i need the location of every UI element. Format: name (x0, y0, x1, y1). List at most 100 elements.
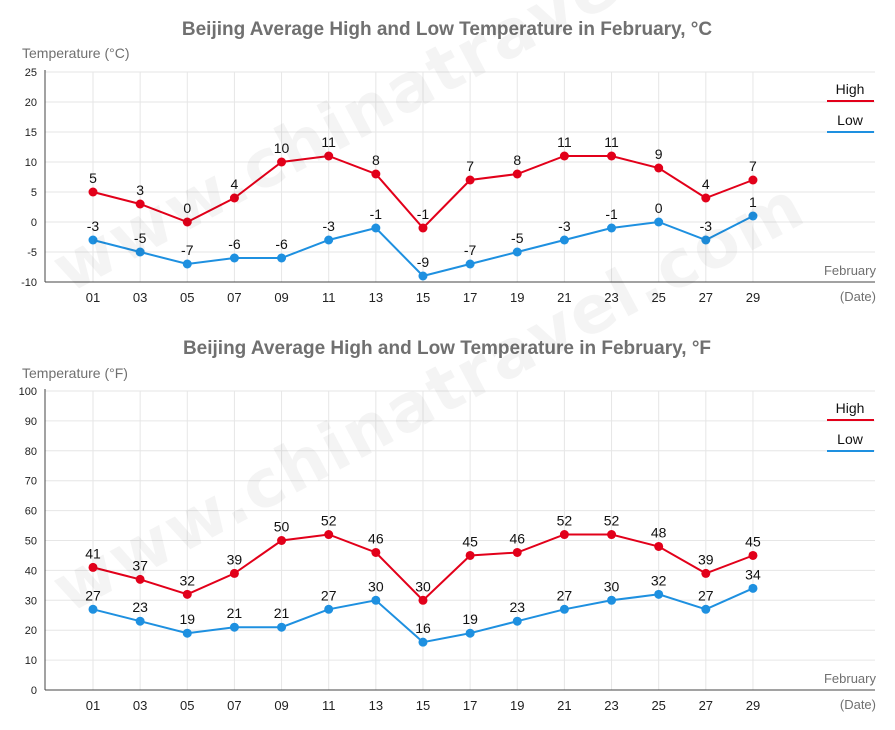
data-point-high (88, 187, 98, 197)
x-tick-label: 11 (322, 698, 336, 713)
x-tick-label: 27 (699, 698, 713, 713)
data-label-high: 46 (509, 530, 525, 546)
data-label-low: -3 (322, 218, 335, 234)
x-tick-label: 07 (227, 290, 241, 305)
data-label-high: 11 (557, 134, 572, 150)
data-point-high (418, 595, 428, 605)
data-point-high (748, 175, 758, 185)
data-point-high (559, 530, 569, 540)
data-point-low (277, 622, 287, 632)
data-point-high (371, 547, 381, 557)
data-point-high (465, 175, 475, 185)
data-point-low (277, 253, 287, 263)
data-point-high (88, 562, 98, 572)
x-tick-label: 13 (369, 698, 383, 713)
data-point-low (371, 595, 381, 605)
x-tick-label: 05 (180, 290, 194, 305)
y-tick-label: 10 (25, 157, 37, 169)
data-label-high: 10 (274, 140, 290, 156)
y-tick-label: 70 (25, 476, 37, 488)
fahrenheit-x-axis-label: February (824, 671, 877, 686)
data-label-high: 52 (321, 513, 337, 529)
data-label-high: 45 (745, 533, 761, 549)
y-tick-label: 0 (31, 217, 37, 229)
data-label-low: 23 (509, 599, 525, 615)
data-label-high: 8 (513, 152, 521, 168)
data-point-low (701, 604, 711, 614)
legend-label-low: Low (837, 431, 864, 447)
x-tick-label: 29 (746, 290, 760, 305)
data-label-high: 3 (136, 182, 144, 198)
data-point-high (135, 199, 145, 209)
data-label-low: 19 (179, 611, 195, 627)
data-label-high: 50 (274, 519, 290, 535)
data-label-low: -6 (228, 236, 241, 252)
data-label-high: 48 (651, 524, 667, 540)
data-point-low (748, 583, 758, 593)
data-point-low (559, 235, 569, 245)
data-label-high: 39 (227, 551, 243, 567)
legend-label-high: High (836, 81, 865, 97)
data-label-low: -1 (605, 206, 618, 222)
data-label-high: 8 (372, 152, 380, 168)
data-label-low: -7 (464, 242, 477, 258)
data-point-low (607, 223, 617, 233)
data-label-high: 11 (604, 134, 619, 150)
data-label-low: 30 (368, 578, 384, 594)
data-label-low: 27 (557, 587, 573, 603)
data-point-high (229, 193, 239, 203)
data-point-low (418, 637, 428, 647)
data-point-low (465, 628, 475, 638)
y-tick-label: 80 (25, 446, 37, 458)
x-tick-label: 09 (274, 290, 288, 305)
x-tick-label: 27 (699, 290, 713, 305)
y-tick-label: 0 (31, 685, 37, 697)
x-tick-label: 25 (651, 698, 665, 713)
data-label-high: 52 (604, 513, 620, 529)
data-label-low: -6 (275, 236, 288, 252)
data-point-high (701, 568, 711, 578)
legend-label-low: Low (837, 112, 864, 128)
data-label-high: 41 (85, 545, 101, 561)
data-point-low (512, 616, 522, 626)
x-tick-label: 15 (416, 698, 430, 713)
data-label-low: 27 (698, 587, 714, 603)
data-label-high: 7 (466, 158, 474, 174)
data-point-low (135, 616, 145, 626)
data-label-high: 45 (462, 533, 478, 549)
data-label-high: 52 (557, 513, 573, 529)
data-label-low: -3 (700, 218, 713, 234)
data-point-low (748, 211, 758, 221)
fahrenheit-chart: Beijing Average High and Low Temperature… (19, 338, 877, 713)
data-point-high (654, 541, 664, 551)
data-label-low: -3 (558, 218, 571, 234)
data-label-low: -5 (134, 230, 147, 246)
y-tick-label: 50 (25, 536, 37, 548)
x-tick-label: 17 (463, 698, 477, 713)
data-point-high (559, 151, 569, 161)
data-point-high (465, 550, 475, 560)
data-point-high (748, 550, 758, 560)
data-point-high (371, 169, 381, 179)
x-tick-label: 01 (86, 290, 100, 305)
data-label-low: -1 (370, 206, 383, 222)
x-tick-label: 25 (651, 290, 665, 305)
y-tick-label: 20 (25, 625, 37, 637)
data-label-high: 46 (368, 530, 384, 546)
data-label-low: -5 (511, 230, 524, 246)
data-point-low (701, 235, 711, 245)
celsius-x-axis-sublabel: (Date) (840, 289, 876, 304)
data-point-high (324, 151, 334, 161)
y-tick-label: 40 (25, 565, 37, 577)
data-label-low: 21 (274, 605, 290, 621)
y-tick-label: 100 (19, 386, 37, 398)
data-point-high (277, 536, 287, 545)
data-label-high: 11 (321, 134, 336, 150)
data-point-low (135, 247, 145, 257)
data-label-low: 34 (745, 566, 761, 582)
data-point-high (229, 568, 239, 578)
data-label-low: 16 (415, 620, 431, 636)
data-point-high (512, 169, 522, 179)
data-point-high (182, 217, 192, 227)
